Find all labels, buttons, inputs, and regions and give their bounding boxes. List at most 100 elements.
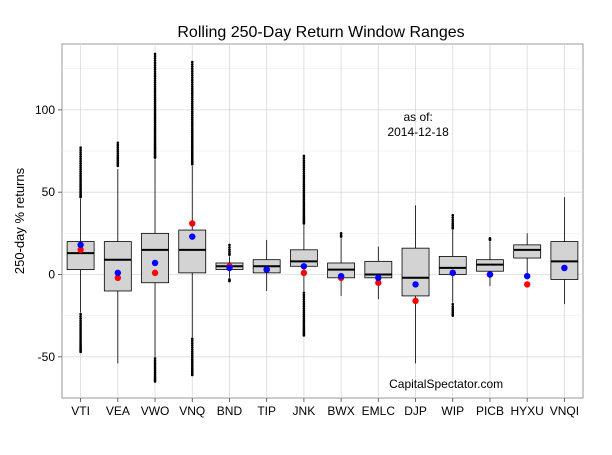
outlier-point xyxy=(153,371,157,375)
outlier-point xyxy=(79,146,82,150)
x-tick-label: BND xyxy=(217,404,243,418)
outlier-point xyxy=(302,180,306,184)
outlier-point xyxy=(190,95,194,99)
outlier-point xyxy=(302,184,306,188)
outlier-point xyxy=(302,306,306,310)
y-axis-title: 250-day % returns xyxy=(12,167,27,274)
outlier-point xyxy=(153,70,157,74)
outlier-point xyxy=(79,168,82,171)
outlier-point xyxy=(79,327,82,331)
outlier-point xyxy=(190,106,194,109)
outlier-point xyxy=(190,60,194,64)
outlier-point xyxy=(190,85,194,88)
outlier-point xyxy=(451,311,455,315)
blue-marker xyxy=(486,271,494,278)
outlier-point xyxy=(153,95,157,99)
outlier-point xyxy=(302,154,306,158)
x-tick-label: HYXU xyxy=(511,404,544,418)
outlier-point xyxy=(153,81,157,84)
outlier-point xyxy=(153,122,157,126)
box-tip xyxy=(252,239,281,291)
outlier-point xyxy=(228,250,231,253)
box-emlc xyxy=(364,246,393,300)
outlier-point xyxy=(190,76,194,80)
x-tick-label: WIP xyxy=(441,404,464,418)
outlier-point xyxy=(79,172,82,175)
red-marker xyxy=(77,246,84,254)
outlier-point xyxy=(190,127,194,131)
outlier-point xyxy=(451,224,455,227)
outlier-point xyxy=(190,125,194,129)
outlier-point xyxy=(190,119,194,123)
outlier-point xyxy=(339,232,343,235)
outlier-point xyxy=(228,245,231,249)
outlier-point xyxy=(190,87,194,90)
outlier-point xyxy=(302,300,306,304)
outlier-point xyxy=(153,83,157,86)
outlier-point xyxy=(302,295,306,299)
axes: -50 0 50 100 VTI VEA VWO VNQ BND TIP JNK BWX EMLC DJP… xyxy=(35,103,579,418)
blue-marker xyxy=(189,233,196,240)
outlier-point xyxy=(190,67,194,71)
outlier-point xyxy=(451,302,455,306)
blue-marker xyxy=(114,269,122,277)
outlier-point xyxy=(153,72,157,76)
outlier-point xyxy=(302,172,306,175)
outlier-point xyxy=(153,97,157,101)
outlier-point xyxy=(190,78,194,82)
outlier-point xyxy=(79,161,82,165)
outlier-point xyxy=(116,157,120,161)
chart-title: Rolling 250-Day Return Window Ranges xyxy=(177,24,464,41)
outlier-point xyxy=(116,147,120,151)
outlier-point xyxy=(116,155,120,159)
outlier-point xyxy=(302,178,306,182)
outlier-point xyxy=(451,309,455,313)
outlier-point xyxy=(302,315,306,318)
outlier-point xyxy=(153,61,157,65)
outlier-point xyxy=(228,248,231,251)
outlier-point xyxy=(302,293,306,297)
boxes xyxy=(66,52,579,383)
box-vwo xyxy=(141,52,169,383)
outlier-point xyxy=(190,72,194,75)
outlier-point xyxy=(153,54,157,58)
blue-marker xyxy=(523,272,531,280)
outlier-point xyxy=(153,107,157,111)
outlier-point xyxy=(190,93,194,97)
outlier-point xyxy=(302,194,306,198)
outlier-point xyxy=(153,76,157,80)
outlier-point xyxy=(190,63,194,66)
outlier-point xyxy=(190,132,194,136)
outlier-point xyxy=(228,252,231,255)
box-picb xyxy=(476,236,504,287)
outlier-point xyxy=(116,141,120,145)
outlier-point xyxy=(228,243,231,247)
outlier-point xyxy=(79,153,82,156)
outlier-point xyxy=(153,89,157,93)
outlier-point xyxy=(153,57,157,60)
outlier-point xyxy=(153,113,157,117)
x-tick-label: PICB xyxy=(476,404,504,418)
outlier-point xyxy=(153,359,157,362)
outlier-point xyxy=(302,196,306,200)
outlier-point xyxy=(190,352,194,356)
outlier-point xyxy=(79,331,82,335)
outlier-point xyxy=(153,361,157,365)
outlier-point xyxy=(190,131,194,134)
outlier-point xyxy=(190,114,194,117)
blue-marker xyxy=(375,274,382,282)
watermark: CapitalSpectator.com xyxy=(389,377,503,391)
outlier-point xyxy=(451,307,455,311)
x-tick-label: JNK xyxy=(293,404,316,418)
outlier-point xyxy=(79,181,82,185)
red-marker xyxy=(523,281,531,288)
outlier-point xyxy=(79,166,82,169)
outlier-point xyxy=(79,177,82,181)
box-vnqi xyxy=(550,197,579,305)
outlier-point xyxy=(153,79,157,82)
outlier-point xyxy=(451,305,455,308)
box-hyxu xyxy=(513,233,542,288)
outlier-point xyxy=(302,159,306,162)
blue-marker xyxy=(77,241,84,249)
outlier-point xyxy=(302,174,306,178)
